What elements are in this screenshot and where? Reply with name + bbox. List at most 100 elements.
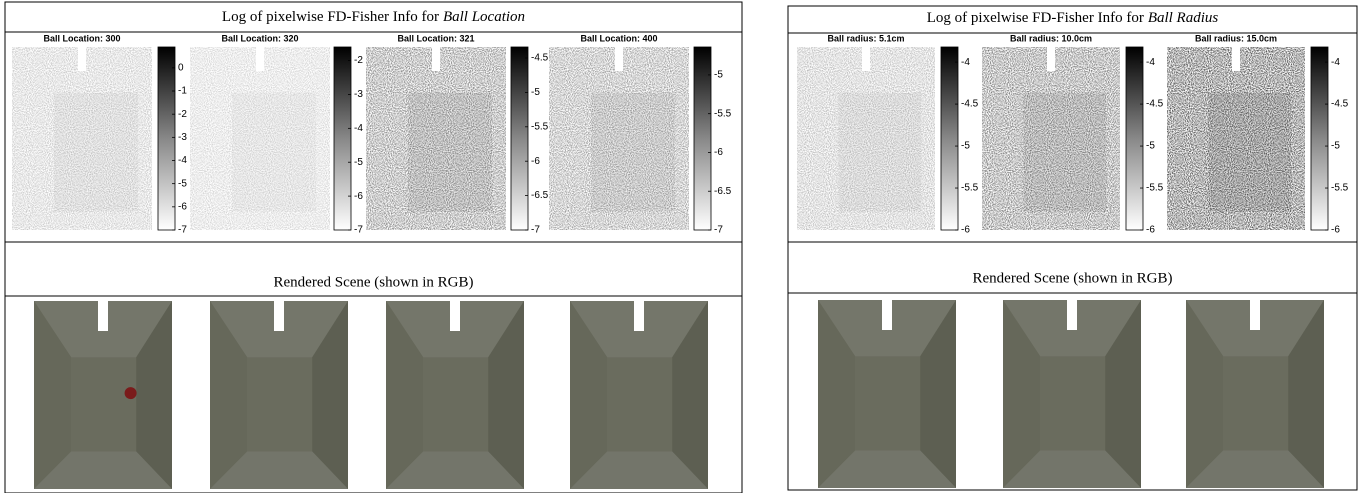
colorbar-tick-label: -5 (1146, 141, 1155, 152)
colorbar-tick-label: -4.5 (1146, 99, 1164, 110)
fisher-map (549, 47, 689, 230)
colorbar-tick-label: -2 (178, 109, 187, 120)
map-region (591, 92, 675, 212)
rendered-scene (1186, 300, 1324, 488)
map-slot (256, 47, 264, 71)
right-wall (136, 301, 172, 489)
panel-title: Log of pixelwise FD-Fisher Info for Ball … (222, 9, 525, 25)
map-slot (1232, 47, 1240, 71)
colorbar-tick-label: -5.5 (961, 183, 979, 194)
right-wall (1288, 300, 1324, 488)
map-title: Ball radius: 10.0cm (1010, 33, 1092, 43)
back-wall (855, 356, 921, 451)
left-wall (1186, 300, 1224, 488)
map-title: Ball Location: 400 (580, 33, 657, 43)
colorbar-tick-label: -7 (178, 225, 187, 236)
map-slot (862, 47, 870, 71)
light-slot (882, 300, 892, 330)
light-slot (634, 301, 644, 331)
colorbar (510, 46, 529, 231)
light-slot (98, 301, 108, 331)
ball (124, 387, 137, 400)
colorbar-tick-label: -5.5 (1146, 183, 1164, 194)
colorbar-tick-label: -6.5 (531, 190, 549, 201)
fisher-map (12, 47, 152, 230)
rendered-scene (34, 301, 172, 489)
colorbar-tick-label: -5 (714, 70, 723, 81)
fisher-map (1167, 47, 1305, 230)
map-noise (1167, 47, 1305, 230)
rendered-scene (818, 300, 956, 488)
map-title: Ball Location: 300 (43, 33, 120, 43)
colorbar-tick-label: -5 (354, 157, 363, 168)
colorbar-tick-label: -6 (531, 156, 540, 167)
colorbar-tick-label: -7 (531, 225, 540, 236)
back-wall (71, 357, 137, 452)
panel-frame (787, 5, 1358, 491)
colorbar-tick-label: -4 (178, 155, 187, 166)
left-wall (210, 301, 248, 489)
title-emphasis: Ball Radius (1148, 10, 1219, 26)
fisher-map (366, 47, 506, 230)
map-region (1023, 92, 1107, 212)
floor (1003, 450, 1141, 488)
fisher-map (190, 47, 330, 230)
map-title: Ball radius: 15.0cm (1195, 33, 1277, 43)
rendered-scene (570, 301, 708, 489)
map-region (838, 92, 922, 212)
colorbar-tick-label: -5.5 (531, 121, 549, 132)
map-noise (190, 47, 330, 230)
colorbar-tick-label: -4 (1331, 57, 1340, 68)
colorbar (1310, 46, 1329, 231)
colorbar-tick-label: -4 (961, 57, 970, 68)
scene-label: Rendered Scene (shown in RGB) (973, 270, 1173, 286)
colorbar-tick-label: -5.5 (714, 108, 732, 119)
title-text: Log of pixelwise FD-Fisher Info for (222, 9, 439, 25)
title-emphasis: Ball Location (443, 9, 525, 25)
colorbar-tick-label: -4 (1146, 57, 1155, 68)
colorbar-tick-label: -6 (1146, 225, 1155, 236)
title-text: Log of pixelwise FD-Fisher Info for (927, 10, 1144, 26)
left-wall (386, 301, 424, 489)
back-wall (247, 357, 313, 452)
right-wall (312, 301, 348, 489)
colorbar-tick-label: -6 (961, 225, 970, 236)
map-noise (366, 47, 506, 230)
colorbar-tick-label: -7 (714, 225, 723, 236)
back-wall (607, 357, 673, 452)
colorbar-tick-label: -3 (178, 132, 187, 143)
panel-frame (4, 1, 743, 493)
map-region (408, 92, 492, 212)
colorbar-tick-label: -6 (1331, 225, 1340, 236)
floor (570, 451, 708, 489)
light-slot (274, 301, 284, 331)
colorbar-tick-label: -5 (178, 178, 187, 189)
map-noise (982, 47, 1120, 230)
floor (210, 451, 348, 489)
colorbar (940, 46, 959, 231)
left-wall (818, 300, 856, 488)
back-wall (1040, 356, 1106, 451)
map-noise (12, 47, 152, 230)
right-wall (672, 301, 708, 489)
panel-title: Log of pixelwise FD-Fisher Info for Ball … (927, 10, 1219, 26)
colorbar (157, 46, 176, 231)
map-region (1208, 92, 1292, 212)
rendered-scene (386, 301, 524, 489)
colorbar (333, 46, 352, 231)
colorbar-tick-label: -3 (354, 89, 363, 100)
floor (1186, 450, 1324, 488)
colorbar-tick-label: -2 (354, 55, 363, 66)
colorbar-tick-label: -4.5 (961, 99, 979, 110)
left-wall (1003, 300, 1041, 488)
right-wall (488, 301, 524, 489)
colorbar-tick-label: -5 (961, 141, 970, 152)
map-slot (432, 47, 440, 71)
light-slot (1250, 300, 1260, 330)
left-wall (570, 301, 608, 489)
colorbar (693, 46, 712, 231)
colorbar-tick-label: -1 (178, 86, 187, 97)
map-region (54, 92, 138, 212)
colorbar-tick-label: -6 (714, 147, 723, 158)
